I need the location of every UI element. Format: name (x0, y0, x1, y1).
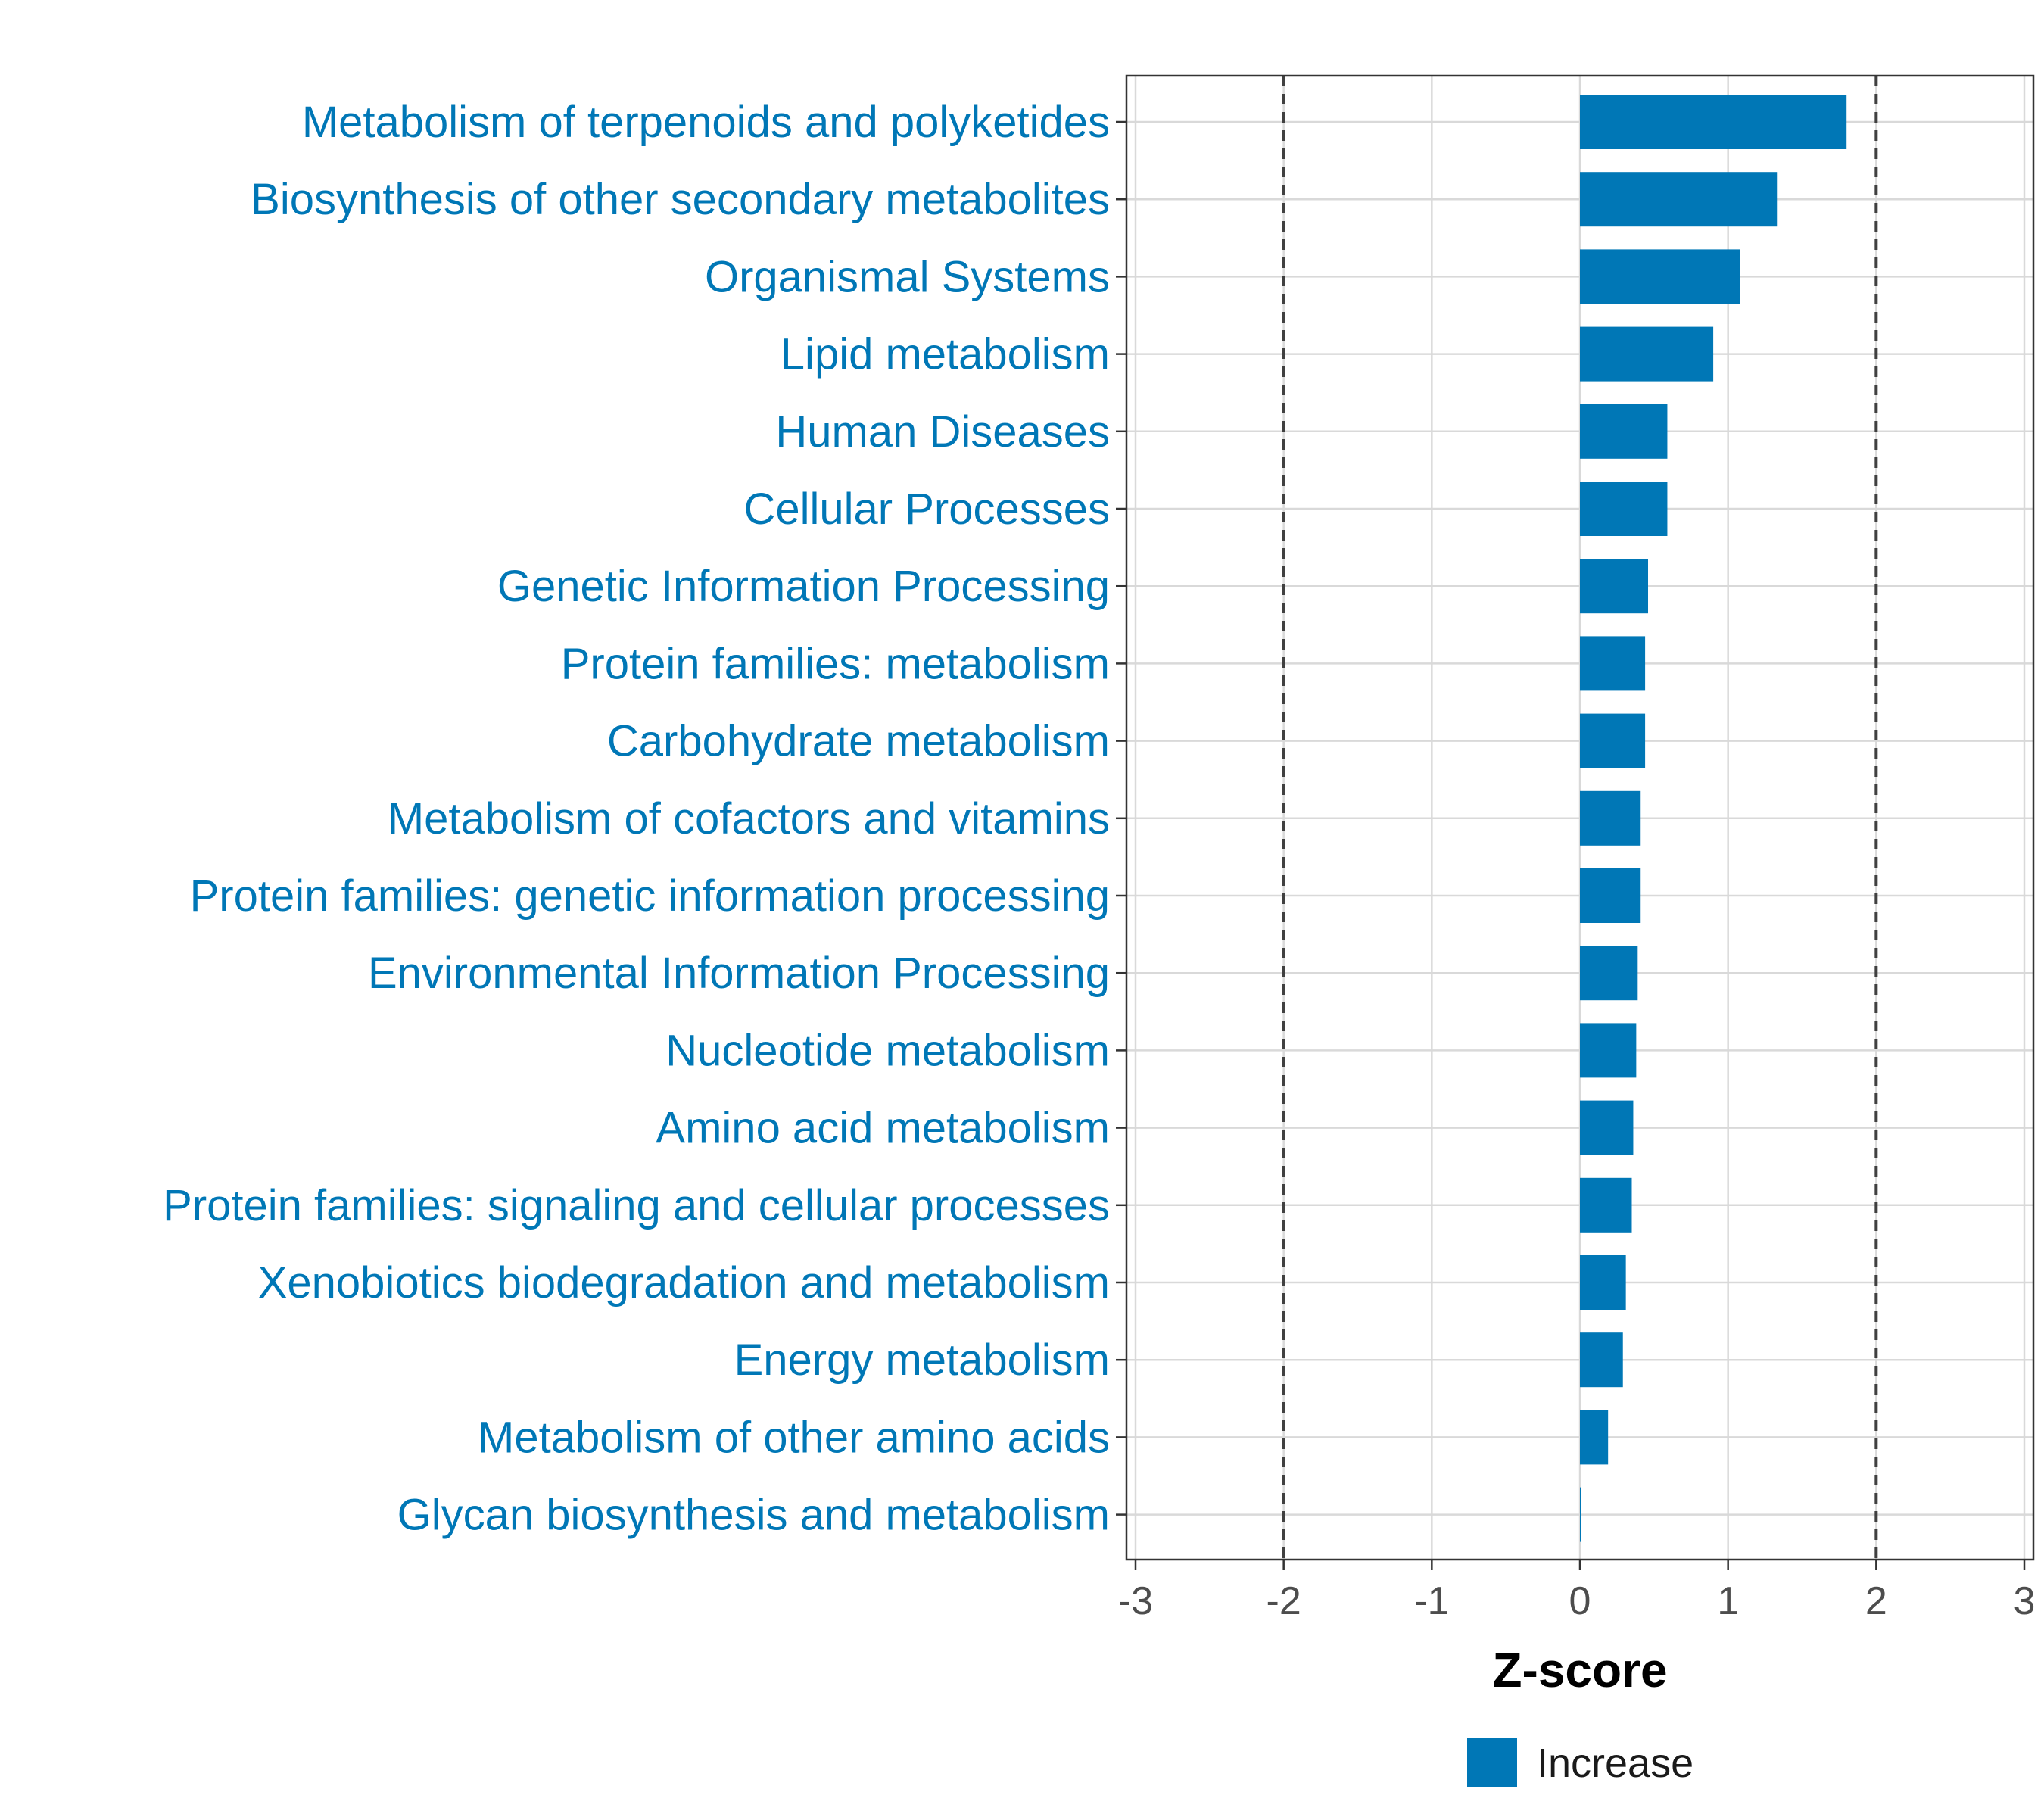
category-label-17: Metabolism of other amino acids (478, 1413, 1110, 1462)
bar-12 (1580, 1023, 1637, 1078)
bar-1 (1580, 172, 1778, 227)
bar-0 (1580, 95, 1847, 149)
category-label-7: Protein families: metabolism (561, 639, 1110, 688)
bar-3 (1580, 326, 1714, 382)
category-label-13: Amino acid metabolism (656, 1104, 1110, 1153)
bars (1580, 95, 1847, 1542)
bar-4 (1580, 404, 1668, 459)
legend-label-increase: Increase (1537, 1741, 1693, 1786)
x-axis-title: Z-score (1492, 1643, 1667, 1697)
bar-16 (1580, 1332, 1623, 1388)
bar-17 (1580, 1410, 1609, 1465)
legend-swatch-increase (1467, 1738, 1517, 1787)
bar-13 (1580, 1100, 1634, 1155)
category-label-10: Protein families: genetic information pr… (190, 871, 1110, 921)
bar-6 (1580, 559, 1649, 614)
category-label-18: Glycan biosynthesis and metabolism (397, 1491, 1110, 1540)
category-label-8: Carbohydrate metabolism (607, 717, 1110, 766)
category-label-3: Lipid metabolism (781, 330, 1110, 379)
bar-15 (1580, 1255, 1626, 1310)
category-label-9: Metabolism of cofactors and vitamins (388, 794, 1110, 843)
bar-10 (1580, 868, 1641, 923)
category-label-16: Energy metabolism (734, 1335, 1110, 1385)
x-tick-label-5: 2 (1865, 1579, 1887, 1623)
category-label-14: Protein families: signaling and cellular… (163, 1181, 1110, 1230)
category-label-6: Genetic Information Processing (497, 562, 1110, 611)
category-label-12: Nucleotide metabolism (665, 1026, 1110, 1075)
reference-lines (1282, 76, 1878, 1560)
bar-14 (1580, 1177, 1632, 1233)
bar-11 (1580, 946, 1638, 1001)
category-label-0: Metabolism of terpenoids and polyketides (302, 98, 1110, 147)
category-label-5: Cellular Processes (743, 485, 1110, 534)
x-tick-label-0: -3 (1118, 1579, 1153, 1623)
x-tick-label-2: -1 (1414, 1579, 1449, 1623)
category-labels: Metabolism of terpenoids and polyketides… (163, 98, 1126, 1540)
bar-5 (1580, 482, 1668, 536)
x-tick-label-6: 3 (2014, 1579, 2036, 1623)
x-tick-label-4: 1 (1717, 1579, 1739, 1623)
category-label-2: Organismal Systems (705, 252, 1110, 301)
category-label-1: Biosynthesis of other secondary metaboli… (251, 175, 1110, 224)
category-label-15: Xenobiotics biodegradation and metabolis… (258, 1258, 1110, 1307)
x-axis-ticks: -3 -2 -1 0 1 2 3 (1118, 1560, 2036, 1623)
category-label-11: Environmental Information Processing (368, 949, 1110, 998)
bar-18 (1580, 1487, 1581, 1542)
x-tick-label-3: 0 (1569, 1579, 1591, 1623)
legend: Increase (1467, 1738, 1693, 1787)
bar-7 (1580, 636, 1646, 691)
x-tick-label-1: -2 (1267, 1579, 1301, 1623)
bar-9 (1580, 790, 1641, 846)
bar-8 (1580, 713, 1646, 768)
category-label-4: Human Diseases (775, 407, 1110, 457)
bar-2 (1580, 249, 1740, 304)
